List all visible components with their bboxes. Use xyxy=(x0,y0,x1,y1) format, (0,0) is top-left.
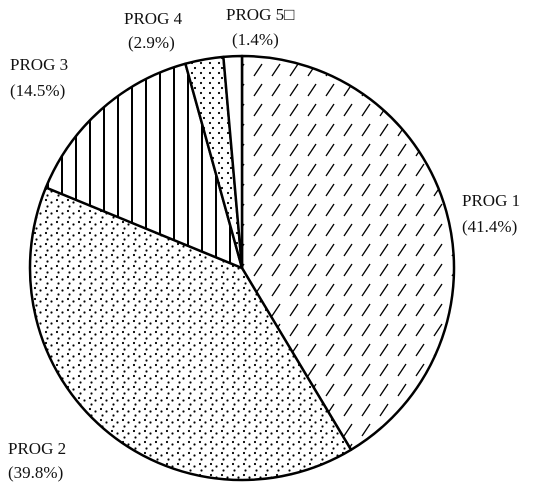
slice-label-prog-3: PROG 3 xyxy=(10,55,68,74)
slice-pct-prog-1: (41.4%) xyxy=(462,217,517,236)
slice-label-prog-1: PROG 1 xyxy=(462,191,520,210)
pie-slice-prog-1 xyxy=(240,54,456,452)
slice-pct-prog-2: (39.8%) xyxy=(8,463,63,482)
pie-slice-prog-3 xyxy=(44,62,244,270)
pie-labels: PROG 1 (41.4%) PROG 2 (39.8%) PROG 3 (14… xyxy=(8,5,520,482)
pie-slice-prog-5 xyxy=(222,54,244,270)
slice-pct-prog-3: (14.5%) xyxy=(10,81,65,100)
slice-label-prog-2: PROG 2 xyxy=(8,439,66,458)
slice-pct-prog-4: (2.9%) xyxy=(128,33,175,52)
slice-label-prog-4: PROG 4 xyxy=(124,9,183,28)
pie-slices xyxy=(28,54,456,482)
slice-label-prog-5: PROG 5□ xyxy=(226,5,294,24)
slice-pct-prog-5: (1.4%) xyxy=(232,30,279,49)
pie-slice-prog-2 xyxy=(28,186,353,482)
